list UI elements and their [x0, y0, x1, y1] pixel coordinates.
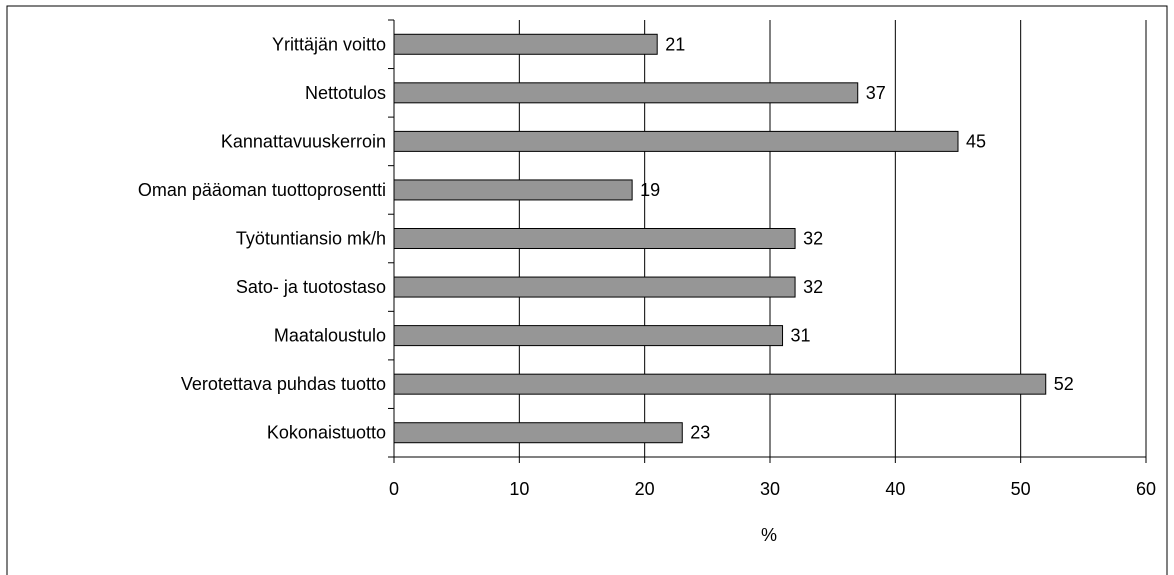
- bars: [393, 33, 1047, 444]
- value-label: 32: [803, 229, 823, 249]
- bar-9: [393, 422, 683, 444]
- value-label: 21: [665, 34, 685, 54]
- value-label: 23: [690, 423, 710, 443]
- category-label: Sato- ja tuotostaso: [236, 277, 386, 297]
- bar-6: [393, 276, 796, 298]
- bar-8: [393, 373, 1047, 395]
- x-tick-label: 50: [1011, 479, 1031, 499]
- bar-3: [393, 130, 959, 152]
- axes: [388, 19, 1147, 463]
- category-label: Työtuntiansio mk/h: [236, 229, 386, 249]
- category-label: Maataloustulo: [274, 326, 386, 346]
- value-label: 45: [966, 131, 986, 151]
- value-label: 37: [866, 83, 886, 103]
- bar-4: [393, 179, 633, 201]
- x-tick-label: 40: [885, 479, 905, 499]
- bar-2: [393, 82, 859, 104]
- x-tick-label: 10: [509, 479, 529, 499]
- x-tick-label: 0: [389, 479, 399, 499]
- x-tick-label: 20: [635, 479, 655, 499]
- category-label: Oman pääoman tuottoprosentti: [138, 180, 386, 200]
- value-label: 52: [1054, 374, 1074, 394]
- value-label: 19: [640, 180, 660, 200]
- value-label: 32: [803, 277, 823, 297]
- category-label: Verotettava puhdas tuotto: [181, 374, 386, 394]
- bar-5: [393, 228, 796, 249]
- value-label: 31: [791, 326, 811, 346]
- category-label: Kannattavuuskerroin: [221, 131, 386, 151]
- category-label: Kokonaistuotto: [267, 423, 386, 443]
- x-axis-title: %: [761, 525, 777, 545]
- category-label: Yrittäjän voitto: [272, 34, 386, 54]
- x-tick-label: 60: [1136, 479, 1156, 499]
- category-label: Nettotulos: [305, 83, 386, 103]
- x-tick-label: 30: [760, 479, 780, 499]
- labels: Yrittäjän voitto 21 Nettotulos 37 Kannattavu…: [138, 34, 1156, 499]
- bar-7: [393, 325, 784, 347]
- bar-1: [393, 33, 658, 55]
